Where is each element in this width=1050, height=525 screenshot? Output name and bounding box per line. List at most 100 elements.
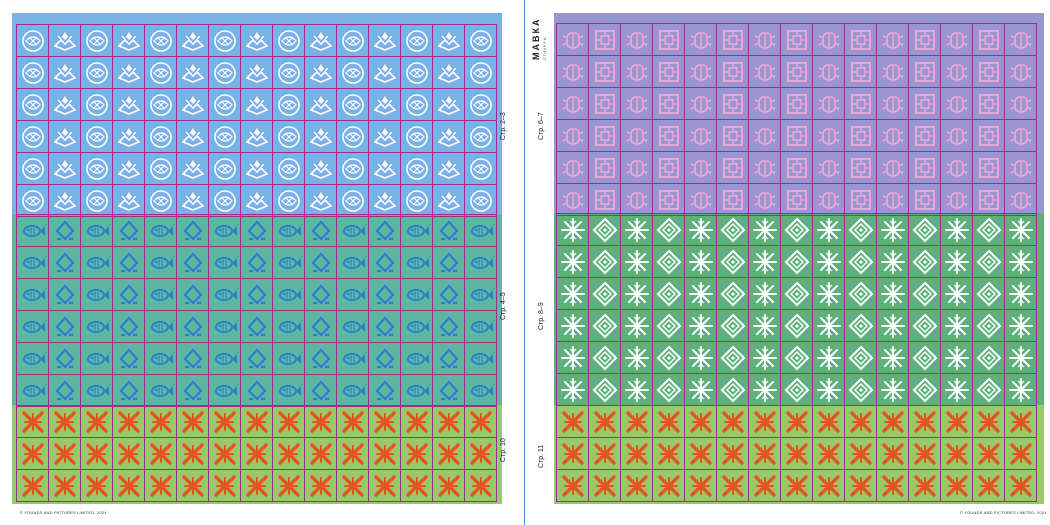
sticker-cell[interactable]	[176, 405, 208, 437]
sticker-cell[interactable]	[272, 120, 304, 152]
sticker-cell[interactable]	[336, 214, 368, 246]
sticker-cell[interactable]	[844, 277, 876, 309]
sticker-cell[interactable]	[972, 373, 1004, 405]
sticker-cell[interactable]	[208, 342, 240, 374]
sticker-cell[interactable]	[80, 120, 112, 152]
sticker-cell[interactable]	[208, 310, 240, 342]
sticker-cell[interactable]	[1004, 373, 1036, 405]
sticker-cell[interactable]	[972, 245, 1004, 277]
sticker-cell[interactable]	[16, 310, 48, 342]
sticker-cell[interactable]	[812, 55, 844, 87]
sticker-cell[interactable]	[780, 151, 812, 183]
sticker-cell[interactable]	[368, 342, 400, 374]
sticker-cell[interactable]	[556, 309, 588, 341]
sticker-cell[interactable]	[48, 469, 80, 501]
sticker-cell[interactable]	[1004, 341, 1036, 373]
sticker-cell[interactable]	[556, 183, 588, 215]
sticker-cell[interactable]	[716, 245, 748, 277]
sticker-cell[interactable]	[876, 309, 908, 341]
sticker-cell[interactable]	[780, 213, 812, 245]
sticker-cell[interactable]	[400, 374, 432, 406]
sticker-cell[interactable]	[432, 278, 464, 310]
sticker-cell[interactable]	[812, 183, 844, 215]
sticker-cell[interactable]	[972, 23, 1004, 55]
sticker-cell[interactable]	[716, 55, 748, 87]
sticker-cell[interactable]	[1004, 183, 1036, 215]
sticker-cell[interactable]	[432, 214, 464, 246]
sticker-cell[interactable]	[908, 277, 940, 309]
sticker-cell[interactable]	[80, 56, 112, 88]
sticker-cell[interactable]	[716, 23, 748, 55]
sticker-cell[interactable]	[844, 405, 876, 437]
sticker-cell[interactable]	[144, 342, 176, 374]
sticker-cell[interactable]	[876, 245, 908, 277]
sticker-cell[interactable]	[1004, 245, 1036, 277]
sticker-cell[interactable]	[176, 342, 208, 374]
sticker-cell[interactable]	[972, 119, 1004, 151]
sticker-cell[interactable]	[80, 24, 112, 56]
sticker-cell[interactable]	[176, 56, 208, 88]
sticker-cell[interactable]	[272, 437, 304, 469]
sticker-cell[interactable]	[556, 437, 588, 469]
sticker-cell[interactable]	[368, 24, 400, 56]
sticker-cell[interactable]	[812, 277, 844, 309]
sticker-cell[interactable]	[556, 151, 588, 183]
sticker-cell[interactable]	[272, 342, 304, 374]
sticker-cell[interactable]	[1004, 437, 1036, 469]
sticker-cell[interactable]	[16, 56, 48, 88]
sticker-cell[interactable]	[1004, 309, 1036, 341]
sticker-cell[interactable]	[716, 437, 748, 469]
sticker-cell[interactable]	[780, 277, 812, 309]
sticker-cell[interactable]	[144, 469, 176, 501]
sticker-cell[interactable]	[112, 405, 144, 437]
sticker-cell[interactable]	[812, 309, 844, 341]
sticker-cell[interactable]	[652, 183, 684, 215]
sticker-cell[interactable]	[908, 469, 940, 501]
sticker-cell[interactable]	[144, 24, 176, 56]
sticker-cell[interactable]	[464, 152, 496, 184]
sticker-cell[interactable]	[812, 151, 844, 183]
sticker-cell[interactable]	[464, 437, 496, 469]
sticker-cell[interactable]	[652, 309, 684, 341]
sticker-cell[interactable]	[940, 373, 972, 405]
sticker-cell[interactable]	[716, 119, 748, 151]
sticker-cell[interactable]	[620, 23, 652, 55]
sticker-cell[interactable]	[748, 245, 780, 277]
sticker-cell[interactable]	[908, 341, 940, 373]
sticker-cell[interactable]	[144, 152, 176, 184]
sticker-cell[interactable]	[1004, 405, 1036, 437]
sticker-cell[interactable]	[336, 278, 368, 310]
sticker-cell[interactable]	[652, 277, 684, 309]
sticker-cell[interactable]	[684, 119, 716, 151]
sticker-cell[interactable]	[940, 437, 972, 469]
sticker-cell[interactable]	[556, 277, 588, 309]
sticker-cell[interactable]	[748, 55, 780, 87]
sticker-cell[interactable]	[1004, 151, 1036, 183]
sticker-cell[interactable]	[716, 183, 748, 215]
sticker-cell[interactable]	[556, 87, 588, 119]
sticker-cell[interactable]	[432, 405, 464, 437]
sticker-cell[interactable]	[304, 120, 336, 152]
sticker-cell[interactable]	[812, 341, 844, 373]
sticker-cell[interactable]	[240, 342, 272, 374]
sticker-cell[interactable]	[588, 87, 620, 119]
sticker-cell[interactable]	[272, 278, 304, 310]
sticker-cell[interactable]	[112, 184, 144, 216]
sticker-cell[interactable]	[844, 373, 876, 405]
sticker-cell[interactable]	[876, 437, 908, 469]
sticker-cell[interactable]	[908, 23, 940, 55]
sticker-cell[interactable]	[812, 469, 844, 501]
sticker-cell[interactable]	[240, 56, 272, 88]
sticker-cell[interactable]	[112, 374, 144, 406]
sticker-cell[interactable]	[812, 405, 844, 437]
sticker-cell[interactable]	[620, 309, 652, 341]
sticker-cell[interactable]	[304, 184, 336, 216]
sticker-cell[interactable]	[1004, 87, 1036, 119]
sticker-cell[interactable]	[80, 469, 112, 501]
sticker-cell[interactable]	[16, 24, 48, 56]
sticker-cell[interactable]	[144, 56, 176, 88]
sticker-cell[interactable]	[304, 405, 336, 437]
sticker-cell[interactable]	[80, 88, 112, 120]
sticker-cell[interactable]	[908, 245, 940, 277]
sticker-cell[interactable]	[304, 374, 336, 406]
